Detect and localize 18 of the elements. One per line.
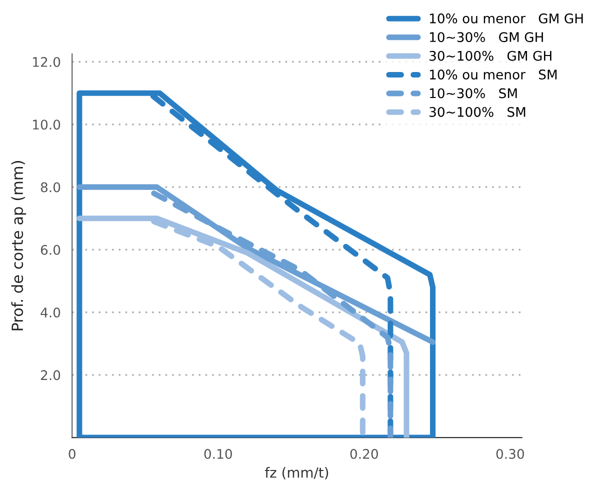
x-axis-title: fz (mm/t) [264,467,328,480]
legend-label: 10% ou menor SM [430,70,557,80]
x-tick-label: 0.20 [350,448,378,459]
legend-label: 10~30% SM [430,88,517,98]
legend-label: 10% ou menor GM GH [430,13,583,24]
y-tick-label: 6.0 [40,244,60,255]
x-tick-label: 0.30 [496,448,524,459]
x-tick-label: 0 [68,448,76,459]
y-tick-label: 2.0 [40,370,60,380]
y-tick-label: 10.0 [33,120,60,130]
legend-label: 30~100% GM GH [430,50,552,61]
legend-label: 10~30% GM GH [430,32,543,42]
y-axis-title: Prof. de corte ap (mm) [11,161,26,330]
x-tick-label: 0.10 [204,448,232,459]
y-tick-label: 8.0 [40,182,60,192]
y-tick-label: 4.0 [40,308,60,318]
y-tick-label: 12.0 [33,57,60,67]
legend-label: 30~100% SM [430,106,526,117]
